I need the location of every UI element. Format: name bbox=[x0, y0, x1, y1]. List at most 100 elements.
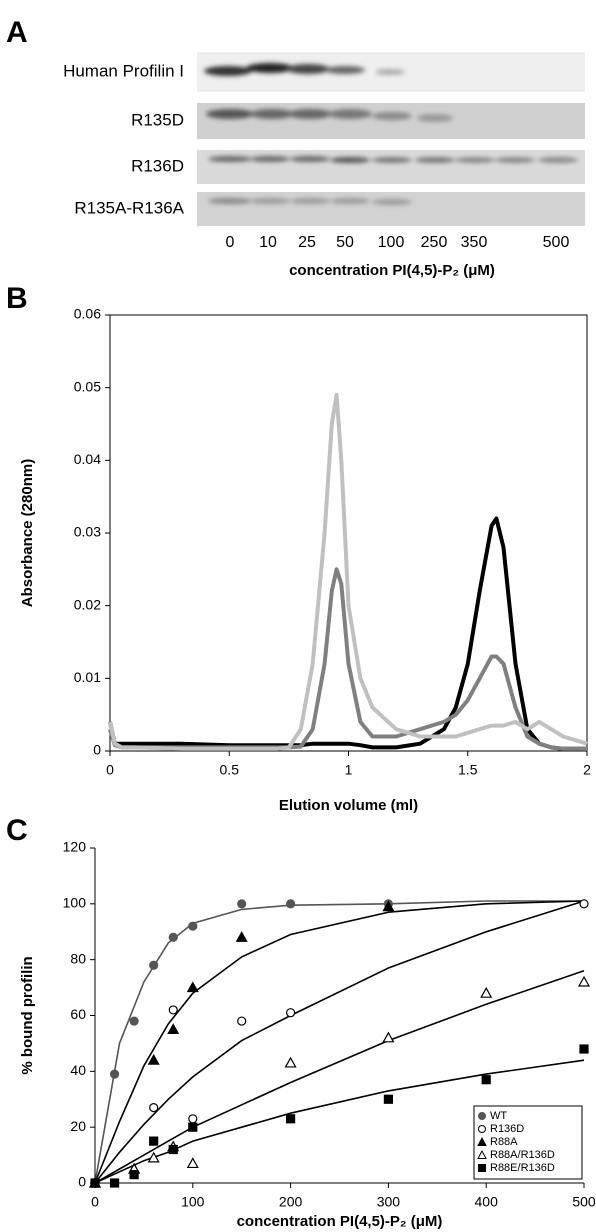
band bbox=[417, 114, 453, 122]
y-tick-label: 0 bbox=[78, 1174, 86, 1190]
marker bbox=[284, 1056, 297, 1068]
gel-strip bbox=[197, 150, 585, 184]
band bbox=[250, 156, 290, 162]
marker bbox=[149, 1103, 159, 1113]
chart: B 0 0.01 0.02 0.03 0.04 0.05 0.06 0 0.5 1 1.5 2 Eluti… bbox=[6, 282, 591, 814]
legend-label: R136D bbox=[490, 1123, 524, 1135]
band bbox=[250, 198, 290, 204]
lane-label: R136D bbox=[131, 156, 184, 175]
marker bbox=[286, 1008, 296, 1018]
legend-box bbox=[473, 1105, 583, 1180]
marker bbox=[188, 1122, 198, 1132]
bands bbox=[204, 63, 578, 205]
x-axis-title: Elution volume (ml) bbox=[279, 797, 418, 814]
y-tick-label: 0.06 bbox=[74, 306, 101, 322]
panel-letter: A bbox=[6, 16, 28, 49]
plot-frame bbox=[109, 314, 588, 752]
marker bbox=[168, 1005, 178, 1015]
marker bbox=[382, 1031, 395, 1043]
trace bbox=[108, 516, 587, 751]
band bbox=[372, 112, 412, 120]
trace bbox=[108, 392, 588, 751]
marker bbox=[480, 986, 493, 998]
y-tick-label: 0 bbox=[93, 742, 101, 758]
band bbox=[330, 157, 370, 163]
band bbox=[372, 157, 412, 163]
band bbox=[372, 199, 412, 205]
y-tick-label: 0.05 bbox=[74, 378, 101, 394]
band bbox=[495, 157, 535, 163]
marker bbox=[481, 1075, 491, 1085]
band bbox=[288, 109, 332, 119]
x-tick-label: 0 bbox=[106, 762, 114, 778]
legend-marker bbox=[478, 1112, 486, 1120]
concentration-label: 25 bbox=[298, 234, 316, 251]
band bbox=[208, 156, 252, 162]
band bbox=[290, 156, 330, 162]
band bbox=[455, 157, 495, 163]
y-tick-label: 80 bbox=[70, 950, 86, 966]
x-tick-label: 2 bbox=[583, 762, 591, 778]
legend-label: R88A/R136D bbox=[490, 1149, 555, 1161]
marker bbox=[168, 932, 178, 942]
legend-marker bbox=[478, 1125, 486, 1133]
y-axis-title: Absorbance (280nm) bbox=[19, 459, 36, 607]
marker bbox=[237, 1016, 247, 1026]
x-tick-label: 1 bbox=[345, 762, 353, 778]
concentration-label: 250 bbox=[421, 234, 448, 251]
band bbox=[204, 66, 252, 76]
x-tick-label: 100 bbox=[181, 1194, 205, 1210]
legend-label: R88A bbox=[490, 1136, 518, 1148]
band bbox=[250, 109, 294, 119]
gel-strip bbox=[197, 103, 585, 139]
band bbox=[325, 66, 365, 74]
marker bbox=[383, 1094, 393, 1104]
marker bbox=[147, 1053, 160, 1065]
legend-label: R88E/R136D bbox=[490, 1162, 555, 1174]
band bbox=[415, 157, 455, 163]
marker bbox=[577, 975, 591, 987]
lane-label: R135D bbox=[131, 110, 184, 129]
x-tick-label: 0.5 bbox=[220, 762, 240, 778]
marker bbox=[90, 1178, 100, 1188]
panel-letter: B bbox=[6, 282, 28, 315]
legend-marker bbox=[477, 1136, 487, 1146]
marker bbox=[149, 960, 159, 970]
marker bbox=[286, 899, 296, 909]
y-tick-label: 20 bbox=[70, 1118, 86, 1134]
gel bbox=[197, 52, 585, 226]
x-axis-title: concentration PI(4,5)-P₂ (μM) bbox=[289, 262, 495, 279]
legend-label: WT bbox=[490, 1110, 507, 1122]
chart: C 0 20 40 60 80 100 120 0 100 200 300 400 500 concentr… bbox=[6, 814, 596, 1230]
band bbox=[330, 198, 370, 204]
marker bbox=[109, 1178, 120, 1188]
marker bbox=[237, 899, 247, 909]
marker bbox=[186, 981, 199, 993]
band bbox=[375, 69, 405, 75]
y-tick-label: 0.02 bbox=[74, 596, 101, 612]
marker bbox=[149, 1136, 159, 1146]
marker bbox=[186, 1157, 199, 1169]
marker bbox=[109, 1069, 120, 1079]
x-tick-label: 300 bbox=[377, 1194, 401, 1210]
fit-curve bbox=[94, 970, 585, 1184]
x-axis-title: concentration PI(4,5)-P₂ (μM) bbox=[237, 1213, 443, 1230]
y-tick-label: 0.01 bbox=[74, 669, 101, 685]
concentration-label: 10 bbox=[259, 234, 277, 251]
fit-curve bbox=[94, 900, 585, 1184]
marker bbox=[188, 1114, 198, 1124]
lane-label: Human Profilin I bbox=[63, 61, 184, 80]
marker bbox=[129, 1016, 139, 1026]
x-tick-label: 500 bbox=[572, 1194, 596, 1210]
band bbox=[290, 198, 330, 204]
x-tick-label: 400 bbox=[475, 1194, 499, 1210]
fit-curve bbox=[94, 900, 585, 1184]
concentration-label: 0 bbox=[226, 234, 235, 251]
band bbox=[538, 157, 578, 163]
marker bbox=[382, 900, 395, 912]
y-tick-label: 100 bbox=[63, 895, 87, 911]
legend-marker bbox=[478, 1164, 486, 1172]
